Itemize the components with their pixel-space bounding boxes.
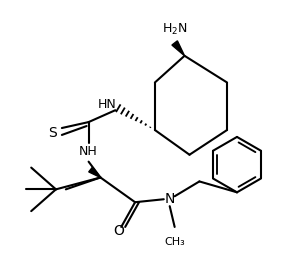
Text: H$_2$N: H$_2$N xyxy=(162,21,187,37)
Text: CH₃: CH₃ xyxy=(164,237,185,247)
Text: N: N xyxy=(164,192,175,206)
Text: O: O xyxy=(113,224,124,238)
Text: NH: NH xyxy=(79,145,98,158)
Text: S: S xyxy=(49,126,57,140)
Polygon shape xyxy=(172,41,184,56)
Polygon shape xyxy=(89,167,100,177)
Text: HN: HN xyxy=(98,98,116,111)
